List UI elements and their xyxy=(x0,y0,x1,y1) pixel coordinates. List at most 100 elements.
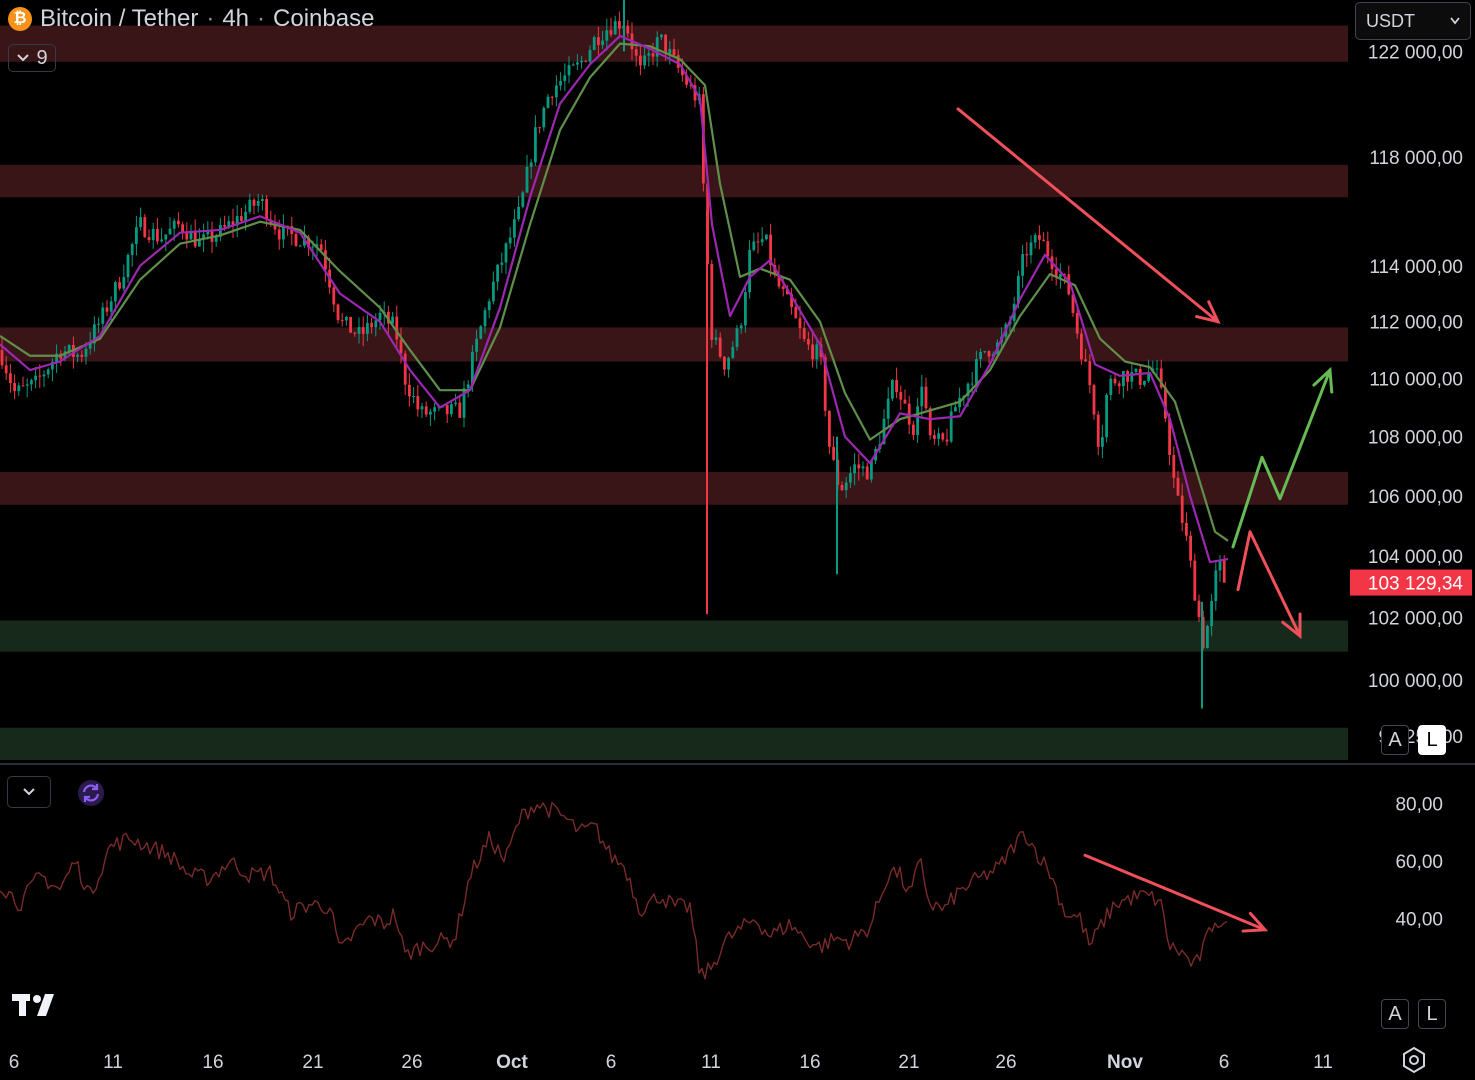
candle-body xyxy=(840,485,844,491)
time-tick-label: 26 xyxy=(995,1052,1016,1073)
rsi-tick-label: 60,00 xyxy=(1395,852,1443,873)
candle-body xyxy=(357,327,361,334)
arrow-head xyxy=(1281,612,1302,640)
candle-body xyxy=(319,244,323,251)
pane-divider[interactable] xyxy=(0,763,1475,765)
candle-body xyxy=(1109,378,1113,395)
candle-body xyxy=(966,383,970,397)
candle-body xyxy=(735,328,739,347)
candle-body xyxy=(538,127,541,129)
candle-body xyxy=(496,264,499,282)
candle-body xyxy=(941,433,945,440)
log-scale-button[interactable]: L xyxy=(1418,725,1446,755)
indicator-count: 9 xyxy=(36,46,48,69)
candle-body xyxy=(471,351,474,385)
candle-body xyxy=(718,337,722,357)
time-tick-label: 11 xyxy=(103,1052,123,1073)
candle-body xyxy=(987,351,991,357)
moving-averages xyxy=(0,34,1229,564)
candle-body xyxy=(261,198,264,201)
auto-scale-button[interactable]: A xyxy=(1381,725,1409,755)
time-tick-label: 11 xyxy=(1313,1052,1333,1073)
rsi-log-scale-button[interactable]: L xyxy=(1418,999,1446,1029)
candle-body xyxy=(786,289,789,295)
resistance-zone xyxy=(0,164,1348,198)
candle-body xyxy=(1138,368,1142,385)
candle-body xyxy=(273,223,277,230)
candle-body xyxy=(1147,371,1150,381)
arrow-head xyxy=(1312,366,1334,394)
candle-body xyxy=(139,217,142,228)
candle-body xyxy=(1054,269,1058,278)
candle-body xyxy=(517,206,520,220)
current-price-label: 103 129,34 xyxy=(1368,574,1464,595)
exchange-label: Coinbase xyxy=(273,5,375,32)
candle-body xyxy=(1155,368,1159,370)
candle-body xyxy=(765,234,768,240)
rsi-auto-scale-button[interactable]: A xyxy=(1381,999,1409,1029)
candle-body xyxy=(172,220,176,229)
candle-body xyxy=(1075,313,1079,334)
candle-body xyxy=(886,398,890,419)
candle-body xyxy=(1172,454,1176,478)
candle-body xyxy=(1122,371,1125,387)
refresh-icon[interactable] xyxy=(77,779,105,807)
trend-arrow xyxy=(1236,530,1302,638)
price-axis[interactable]: 122 000,00 118 000,00 114 000,00 112 000,00… xyxy=(1350,42,1472,748)
tradingview-logo-icon[interactable] xyxy=(12,990,62,1018)
candle-body xyxy=(655,37,659,57)
candle-body xyxy=(349,316,352,333)
candle-body xyxy=(1025,254,1029,256)
candle-body xyxy=(256,200,260,206)
candle-body xyxy=(34,375,37,381)
candle-body xyxy=(777,274,781,287)
candle-body xyxy=(202,234,205,240)
candle-body xyxy=(1067,274,1071,295)
candle-body xyxy=(1101,437,1104,447)
candle-body xyxy=(227,221,231,227)
candle-body xyxy=(1218,559,1222,571)
candle-body xyxy=(1206,626,1209,649)
candle-body xyxy=(1176,477,1180,496)
time-axis[interactable]: 6 11 16 21 26 Oct 6 11 16 21 26 Nov 6 11 xyxy=(9,1052,1333,1073)
time-tick-label: 21 xyxy=(302,1052,323,1073)
candle-body xyxy=(361,327,365,334)
candle-body xyxy=(84,348,88,357)
candle-body xyxy=(294,234,298,246)
time-tick-label: 16 xyxy=(202,1052,223,1073)
drawn-arrows xyxy=(956,107,1334,933)
candle-body xyxy=(30,380,33,385)
indicators-toggle-button[interactable]: 9 xyxy=(8,44,56,72)
trend-arrow xyxy=(956,107,1220,324)
candle-body xyxy=(676,55,680,68)
candle-body xyxy=(1126,371,1129,382)
candle-body xyxy=(945,439,949,442)
candle-body xyxy=(286,225,289,227)
candle-body xyxy=(93,324,96,344)
candle-body xyxy=(739,325,743,329)
candle-body xyxy=(618,21,621,29)
candle-body xyxy=(198,239,201,247)
candle-body xyxy=(861,466,865,469)
currency-select[interactable]: USDT xyxy=(1355,2,1471,40)
rsi-axis[interactable]: 80,00 60,00 40,00 xyxy=(1395,795,1443,931)
candle-body xyxy=(1092,385,1096,415)
current-price-badge xyxy=(1350,569,1472,596)
candle-body xyxy=(672,49,676,56)
price-tick-label: 106 000,00 xyxy=(1368,487,1463,508)
candle-body xyxy=(1193,560,1197,601)
collapse-pane-button[interactable] xyxy=(7,776,51,808)
symbol-title[interactable]: ₿ Bitcoin / Tether · 4h · Coinbase xyxy=(8,4,374,34)
candle-body xyxy=(504,243,508,263)
candle-body xyxy=(97,323,100,325)
candle-body xyxy=(1071,294,1075,314)
candle-body xyxy=(63,351,67,359)
candle-body xyxy=(1134,368,1138,373)
candle-body xyxy=(42,374,46,377)
candle-body xyxy=(156,228,159,242)
gear-icon[interactable] xyxy=(1400,1046,1428,1074)
candle-body xyxy=(424,406,428,415)
candle-body xyxy=(143,217,147,238)
candle-body xyxy=(483,310,487,327)
